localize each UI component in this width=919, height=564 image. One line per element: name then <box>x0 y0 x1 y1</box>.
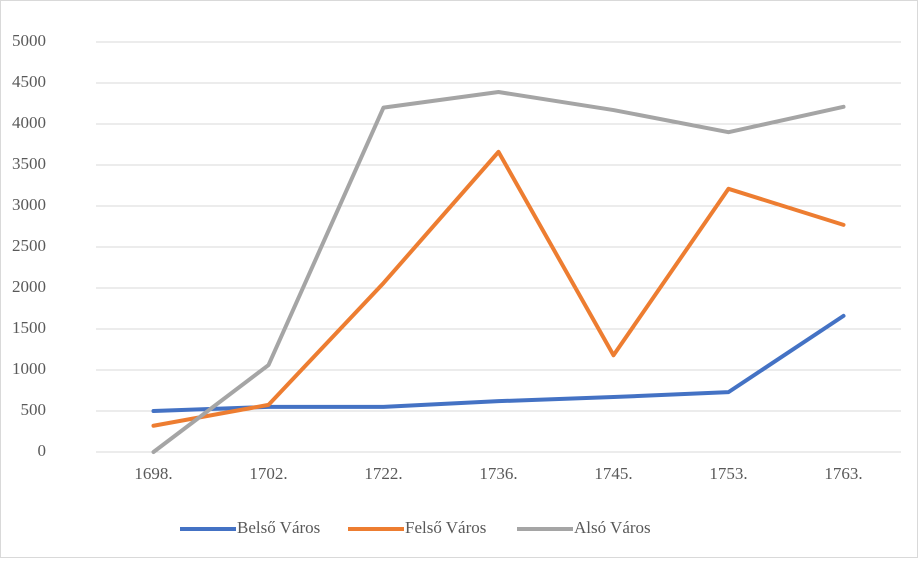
legend-label: Alsó Város <box>574 518 651 537</box>
series-line <box>151 313 846 413</box>
y-tick-label: 2500 <box>12 236 46 255</box>
x-tick-label: 1745. <box>594 464 632 483</box>
y-tick-label: 1500 <box>12 318 46 337</box>
y-tick-label: 4000 <box>12 113 46 132</box>
x-tick-label: 1736. <box>479 464 517 483</box>
y-tick-label: 1000 <box>12 359 46 378</box>
y-tick-label: 2000 <box>12 277 46 296</box>
x-tick-label: 1722. <box>364 464 402 483</box>
x-tick-label: 1763. <box>824 464 862 483</box>
legend-label: Belső Város <box>237 518 320 537</box>
series-line <box>151 90 846 454</box>
x-tick-label: 1702. <box>249 464 287 483</box>
legend-label: Felső Város <box>405 518 486 537</box>
x-tick-label: 1753. <box>709 464 747 483</box>
y-tick-label: 500 <box>21 400 47 419</box>
y-tick-label: 0 <box>38 441 47 460</box>
x-tick-label: 1698. <box>134 464 172 483</box>
y-tick-label: 4500 <box>12 72 46 91</box>
y-tick-label: 3000 <box>12 195 46 214</box>
y-tick-label: 3500 <box>12 154 46 173</box>
y-tick-label: 5000 <box>12 31 46 50</box>
series-line <box>151 149 846 428</box>
